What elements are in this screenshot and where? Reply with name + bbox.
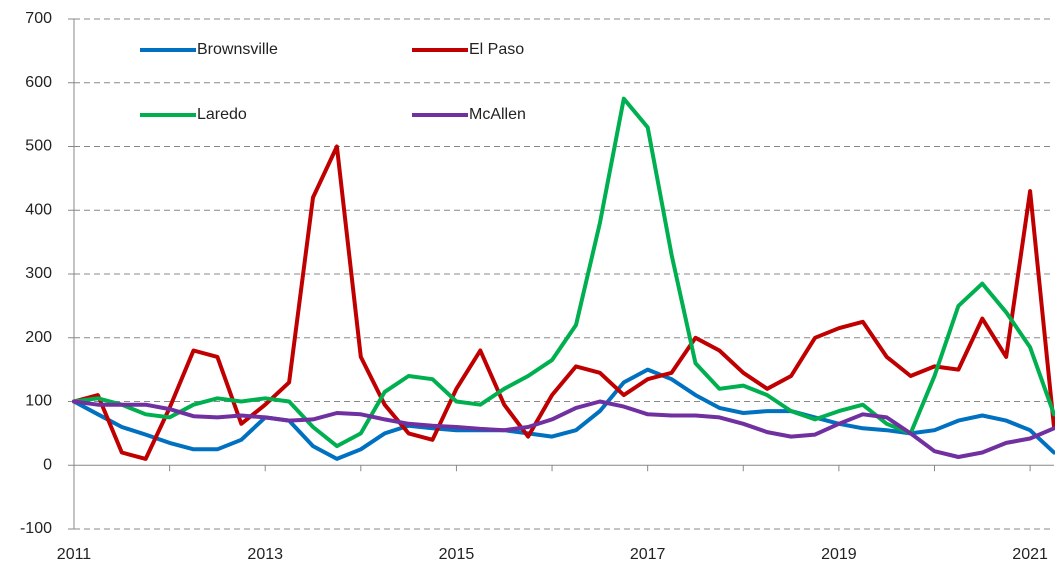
- y-tick-label: 100: [25, 393, 52, 410]
- series-line: [72, 144, 1055, 461]
- x-tick-label: 2013: [247, 546, 283, 563]
- x-tick-label: 2011: [57, 546, 92, 563]
- legend-label: McAllen: [469, 106, 526, 123]
- x-tick-label: 2021: [1012, 546, 1048, 563]
- y-tick-label: 300: [25, 265, 52, 282]
- x-tick-label: 2015: [439, 546, 475, 563]
- y-tick-label: 700: [25, 10, 52, 27]
- y-tick-label: -100: [20, 520, 52, 537]
- series-line: [72, 399, 1055, 459]
- legend-label: Brownsville: [197, 41, 278, 58]
- x-tick-label: 2017: [630, 546, 666, 563]
- legend-label: El Paso: [469, 41, 524, 58]
- y-tick-label: 200: [25, 329, 52, 346]
- series-line: [72, 367, 1055, 461]
- y-tick-label: 400: [25, 201, 52, 218]
- y-tick-label: 600: [25, 74, 52, 91]
- y-tick-label: 500: [25, 138, 52, 155]
- x-tick-label: 2019: [821, 546, 857, 563]
- series-line: [72, 96, 1055, 449]
- legend-label: Laredo: [197, 106, 247, 123]
- y-tick-label: 0: [43, 456, 52, 473]
